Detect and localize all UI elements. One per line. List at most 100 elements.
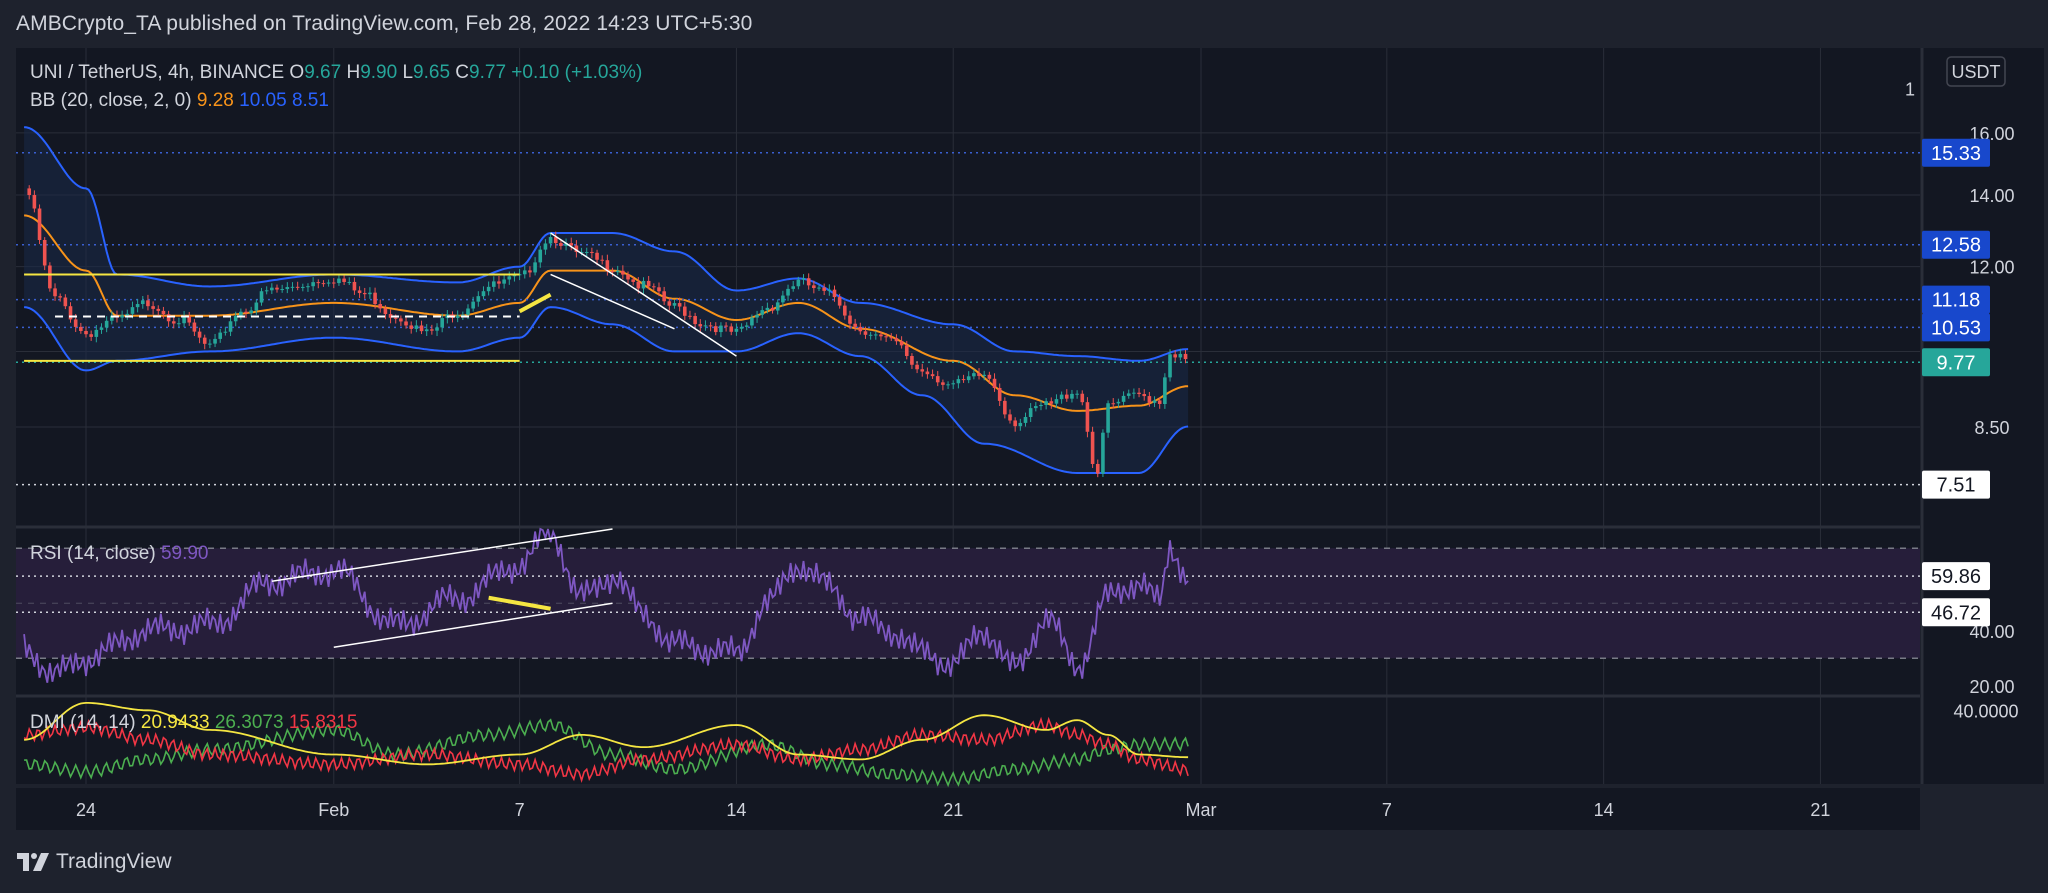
candle-body: [1121, 395, 1126, 402]
time-axis-label: 7: [1382, 800, 1392, 820]
open-label: O: [289, 62, 304, 83]
candle-body: [1075, 393, 1079, 395]
candle-body: [744, 325, 749, 327]
candle-body: [466, 308, 470, 315]
candle-body: [53, 288, 57, 297]
candle-body: [306, 286, 310, 288]
candle-body: [280, 289, 284, 291]
candle-body: [801, 278, 806, 280]
candle-body: [424, 329, 429, 332]
candle-body: [1101, 432, 1105, 474]
change-value: +0.10 (+1.03%): [511, 62, 642, 83]
candle-body: [543, 243, 548, 250]
candle-body: [796, 279, 801, 287]
candle-body: [1106, 403, 1110, 433]
level-tag-text: 15.33: [1931, 143, 1981, 165]
candle-body: [579, 252, 584, 254]
price-axis-area: [1924, 48, 2044, 784]
bb-label: BB (20, close, 2, 0): [30, 90, 197, 111]
candle-body: [476, 296, 481, 302]
candle-body: [249, 310, 253, 314]
candle-body: [321, 283, 326, 285]
candle-body: [301, 286, 305, 288]
candle-body: [548, 237, 553, 244]
candle-body: [672, 303, 677, 306]
candle-body: [512, 274, 517, 277]
candle-body: [610, 271, 615, 273]
dmi-adx-line: [24, 702, 1189, 766]
currency-label: USDT: [1952, 62, 2001, 82]
candle-body: [806, 278, 811, 286]
price-axis-label: 8.50: [1974, 418, 2009, 438]
close-label: C: [455, 62, 469, 83]
candle-body: [734, 328, 739, 332]
price-divergence-line: [518, 292, 552, 314]
candle-body: [904, 345, 909, 356]
candle-body: [1018, 422, 1023, 427]
candle-body: [925, 371, 930, 375]
candle-body: [987, 374, 992, 379]
candle-body: [1163, 377, 1167, 404]
rsi-level-tag: 46.72: [1922, 598, 1990, 627]
dmi-plus-line: [24, 718, 1189, 788]
candle-body: [1111, 403, 1116, 405]
candle-body: [781, 295, 785, 303]
time-axis-area: [16, 788, 1920, 830]
price-axis-label-partial: 1: [1905, 80, 1915, 100]
candle-body: [337, 278, 341, 284]
candle-body: [868, 334, 873, 336]
candle-body: [1034, 406, 1038, 409]
candle-body: [316, 282, 321, 284]
candle-body: [383, 308, 388, 315]
candle-body: [492, 281, 496, 287]
candle-body: [1147, 396, 1152, 403]
candle-body: [1173, 354, 1177, 358]
candle-body: [677, 303, 682, 307]
candle-body: [104, 320, 109, 328]
candle-body: [770, 307, 775, 311]
candle-body: [202, 337, 207, 344]
candle-body: [703, 325, 708, 327]
candle-body: [533, 262, 537, 273]
candle-body: [1137, 392, 1141, 395]
candle-body: [1023, 416, 1028, 423]
low-label: L: [402, 62, 413, 83]
currency-button[interactable]: USDT: [1946, 56, 2006, 87]
low-value: 9.65: [413, 62, 455, 83]
candle-body: [822, 287, 826, 291]
candle-body: [538, 249, 543, 263]
candle-body: [553, 237, 558, 244]
bb-fill: [24, 127, 1189, 473]
candle-body: [79, 326, 83, 331]
level-tag-text: 11.18: [1932, 290, 1981, 312]
tradingview-brand[interactable]: TradingView: [16, 850, 172, 874]
candle-body: [889, 337, 894, 339]
time-axis-label: Feb: [318, 800, 349, 820]
dmi-legend: DMI (14, 14) 20.9433 26.3073 15.8315: [30, 712, 358, 733]
candle-body: [486, 286, 491, 292]
candle-body: [140, 300, 145, 305]
candle-body: [32, 195, 37, 209]
candle-body: [873, 334, 878, 336]
candle-body: [863, 331, 868, 335]
candle-body: [347, 281, 352, 283]
candle-body: [1070, 393, 1074, 399]
candle-body: [373, 292, 377, 305]
candle-body: [837, 297, 842, 306]
price-axis-label: 14.00: [1969, 186, 2014, 206]
candle-body: [595, 252, 599, 260]
candle-body: [615, 270, 620, 273]
candle-body: [941, 382, 945, 385]
level-tag-bg: [1922, 138, 1990, 167]
wedge-lower-line: [550, 273, 675, 330]
candle-body: [331, 282, 336, 284]
candle-body: [739, 326, 744, 329]
candle-body: [197, 331, 202, 338]
wedge-upper-line: [550, 232, 737, 357]
candle-body: [352, 281, 357, 291]
candle-body: [894, 338, 899, 342]
candle-body: [110, 315, 114, 321]
rsi-level-tag-bg: [1922, 562, 1990, 591]
